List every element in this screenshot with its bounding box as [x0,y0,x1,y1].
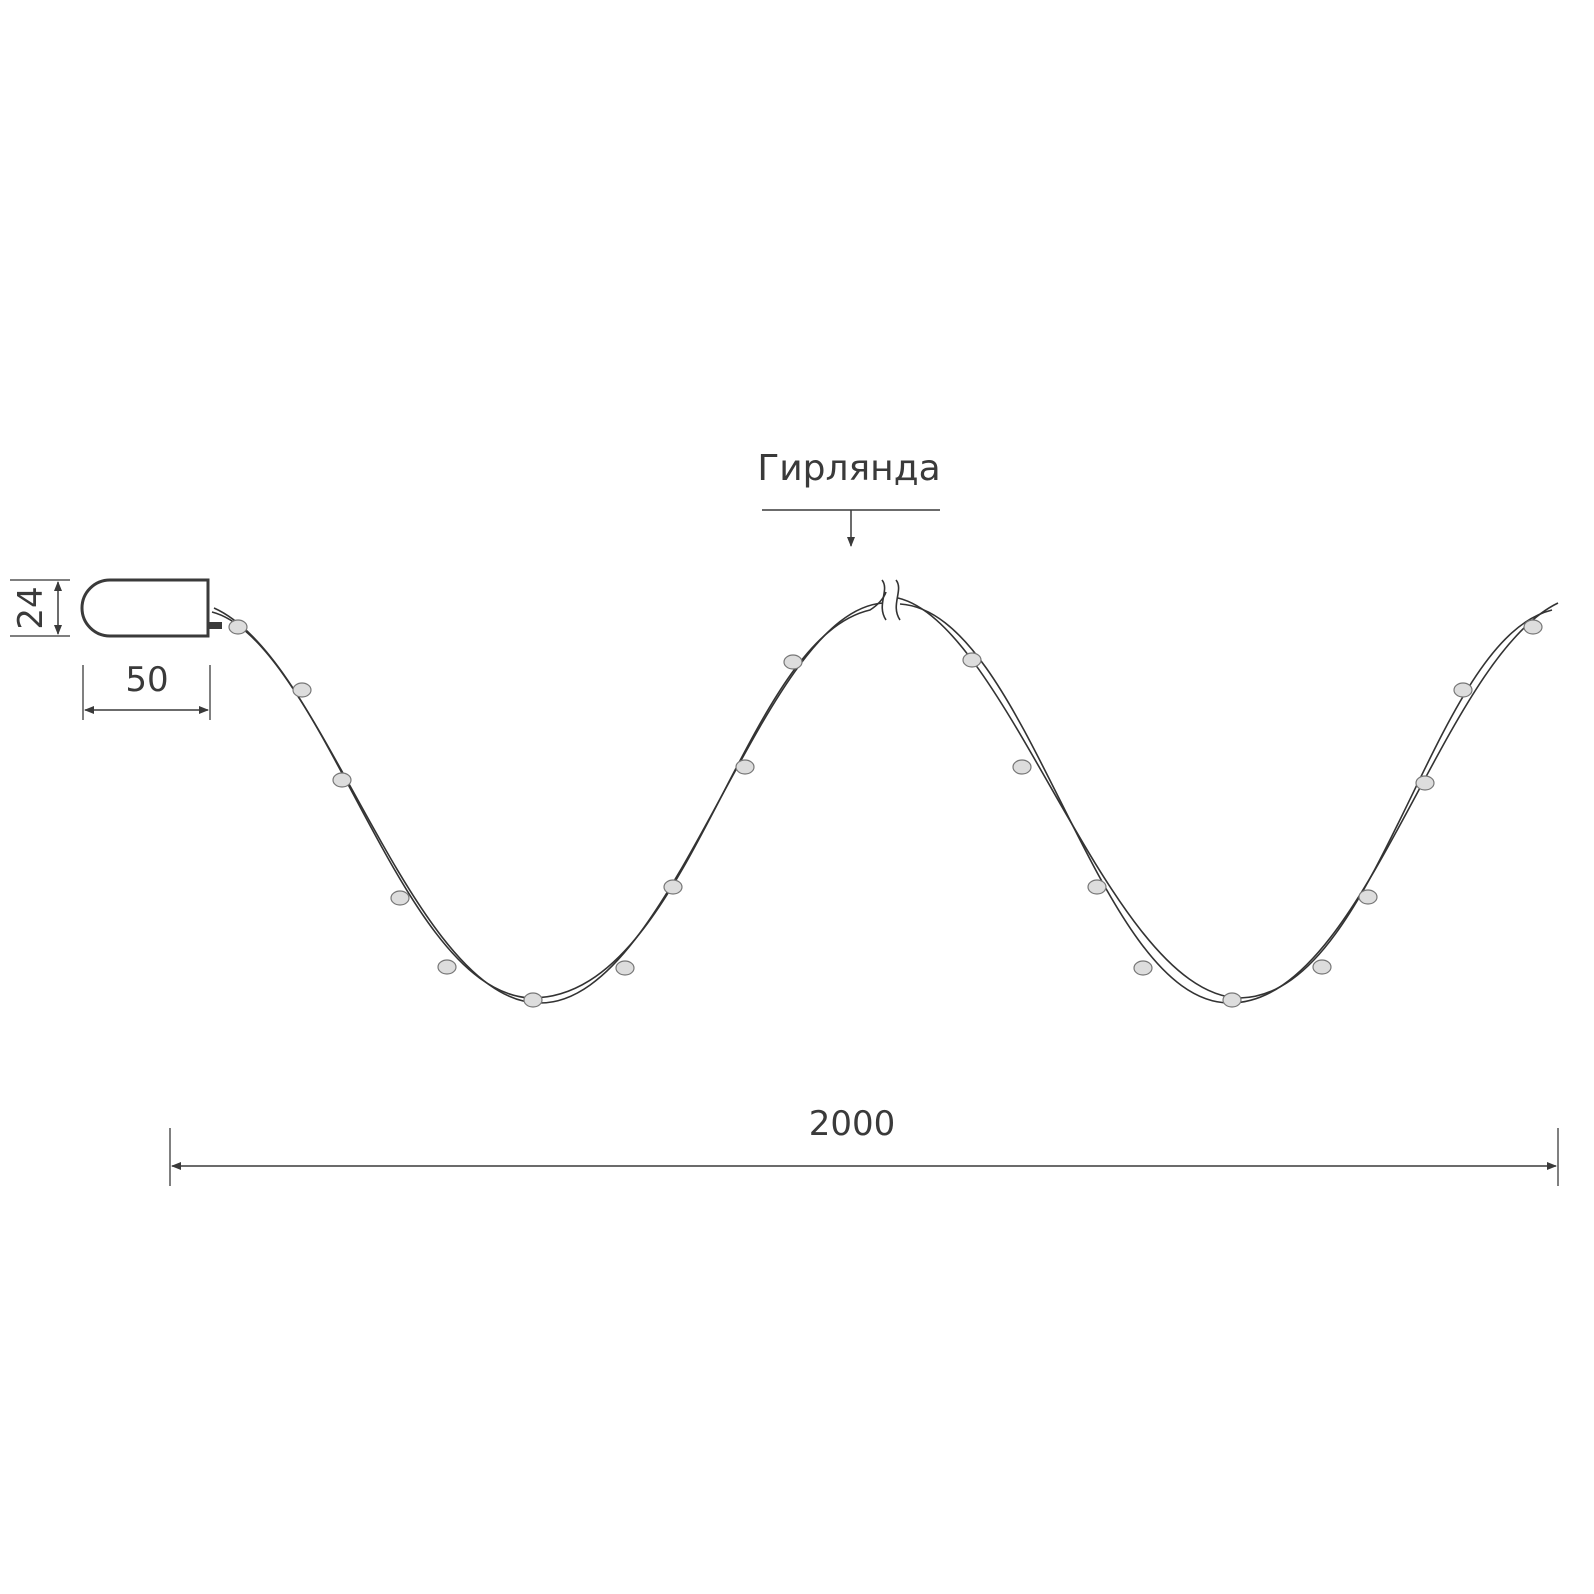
led-bulb [228,619,248,635]
led-bulb [1133,960,1153,976]
dimension-total-length: 2000 [169,1104,1559,1186]
length-value: 2000 [809,1104,896,1144]
led-bulb [1312,959,1332,975]
led-bulb [962,652,982,668]
garland-label: Гирлянда [757,448,940,489]
width-value: 50 [125,660,168,700]
led-bulb [783,654,803,670]
led-bulb [332,772,352,788]
led-bulb [615,960,635,976]
led-bulb [1523,619,1543,635]
dimension-height: 24 [10,579,70,637]
connector [208,622,222,629]
led-bulb [1012,759,1032,775]
led-bulb [663,879,683,895]
battery-box [80,578,222,638]
led-bulb [1087,879,1107,895]
dimension-width: 50 [82,660,211,720]
led-bulb [1415,775,1435,791]
led-bulb [1358,889,1378,905]
led-bulb [390,890,410,906]
garland-wire [211,579,1559,1004]
led-bulb [523,992,543,1008]
led-bulb [1453,682,1473,698]
led-bulbs [228,619,1543,1008]
led-bulb [292,682,312,698]
led-bulb [735,759,755,775]
garland-callout: Гирлянда [757,448,941,547]
height-value: 24 [11,586,51,629]
led-bulb [437,959,457,975]
led-bulb [1222,992,1242,1008]
